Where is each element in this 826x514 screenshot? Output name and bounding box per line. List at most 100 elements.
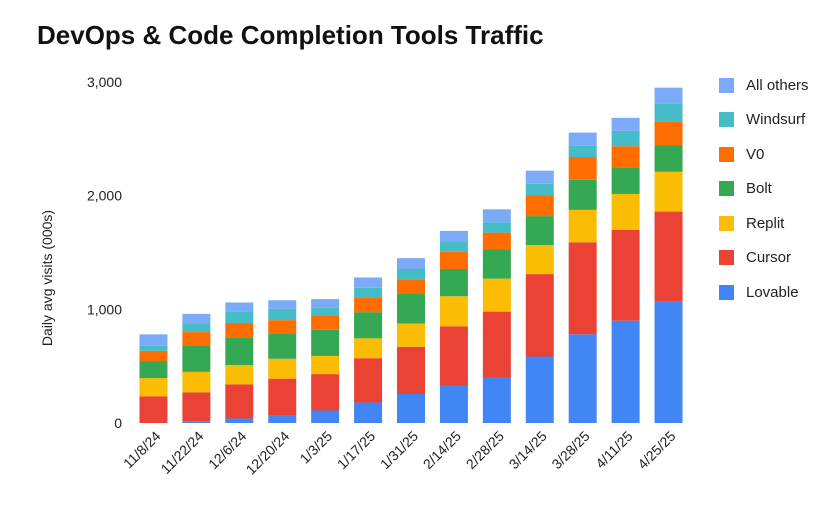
bar-segment-bolt (397, 293, 425, 324)
bar-segment-all-others (268, 300, 297, 309)
bar-segment-v0 (654, 121, 683, 146)
bar-segment-bolt (525, 216, 554, 246)
bar-segment-lovable (654, 301, 683, 423)
bar-segment-replit (525, 245, 554, 275)
bar-segment-lovable (225, 418, 254, 423)
bar-segment-windsurf (354, 287, 383, 298)
bar-segment-windsurf (611, 130, 640, 147)
bar-segment-lovable (354, 402, 383, 423)
bar-segment-replit (482, 278, 511, 312)
bar-segment-bolt (182, 345, 211, 372)
bar-segment-bolt (611, 167, 640, 194)
bar-segment-bolt (268, 333, 297, 359)
bar-segment-replit (654, 171, 683, 212)
legend-swatch (719, 112, 734, 128)
y-tick-label: 0 (114, 415, 122, 431)
bar-segment-replit (354, 338, 383, 359)
legend-label: Windsurf (746, 111, 806, 129)
legend-swatch (719, 181, 734, 197)
legend-item-all-others: All others (719, 68, 826, 103)
bar-segment-windsurf (311, 307, 340, 316)
legend-item-cursor: Cursor (719, 241, 826, 276)
bar-segment-bolt (654, 145, 683, 172)
bar-segment-cursor (311, 374, 340, 411)
x-tick-label: 4/25/25 (634, 428, 678, 472)
bar-segment-lovable (397, 394, 425, 423)
bar-segment-windsurf (525, 183, 554, 196)
bar-segment-replit (311, 355, 340, 375)
x-tick-label: 11/22/24 (157, 428, 206, 477)
legend-item-replit: Replit (719, 206, 826, 241)
bar-segment-v0 (311, 315, 340, 330)
bar-segment-lovable (182, 421, 211, 423)
bar-segment-v0 (268, 320, 297, 334)
bar-segment-all-others (611, 117, 640, 131)
y-axis-label: Daily avg visits (000s) (39, 210, 55, 346)
bar-segment-cursor (568, 242, 597, 335)
bar-segment-lovable (568, 334, 597, 423)
bar-segment-windsurf (482, 222, 511, 233)
bar-segment-cursor (397, 346, 425, 395)
bar-segment-all-others (139, 334, 168, 346)
bar-segment-cursor (225, 384, 254, 419)
bar-segment-cursor (439, 326, 468, 386)
bar-segment-v0 (354, 297, 383, 313)
bar-segment-windsurf (654, 103, 683, 122)
bar-segment-cursor (482, 311, 511, 378)
legend-item-windsurf: Windsurf (719, 103, 826, 138)
bars-group (139, 87, 683, 423)
bar-segment-lovable (439, 385, 468, 423)
legend-swatch (719, 77, 734, 93)
bar-segment-lovable (525, 356, 554, 423)
bar-segment-lovable (268, 415, 297, 423)
bar-segment-replit (139, 378, 168, 397)
x-tick-label: 4/11/25 (592, 428, 636, 472)
bar-segment-all-others (225, 302, 254, 312)
bar-segment-all-others (397, 258, 425, 269)
legend-label: All others (746, 76, 809, 94)
bar-segment-cursor (139, 396, 168, 423)
bar-segment-v0 (397, 279, 425, 294)
bar-segment-bolt (439, 268, 468, 297)
bar-segment-cursor (182, 392, 211, 422)
bar-segment-bolt (354, 312, 383, 339)
bar-segment-v0 (139, 350, 168, 362)
x-tick-label: 3/28/25 (548, 428, 592, 472)
bar-segment-bolt (139, 361, 168, 379)
bar-segment-cursor (525, 274, 554, 357)
bar-segment-windsurf (439, 241, 468, 252)
bar-segment-replit (439, 296, 468, 327)
bar-segment-lovable (311, 410, 340, 423)
bar-segment-v0 (482, 232, 511, 250)
x-tick-label: 3/14/25 (506, 428, 550, 472)
legend-label: V0 (746, 145, 765, 163)
y-tick-label: 1,000 (87, 301, 122, 317)
x-tick-label: 2/28/25 (463, 428, 507, 472)
legend-label: Bolt (746, 180, 772, 198)
bar-segment-windsurf (182, 323, 211, 333)
bar-segment-v0 (182, 332, 211, 346)
legend-item-v0: V0 (719, 137, 826, 172)
bar-segment-windsurf (268, 308, 297, 321)
x-tick-label: 1/3/25 (296, 428, 335, 467)
bar-segment-v0 (525, 195, 554, 217)
bar-segment-bolt (568, 179, 597, 210)
bar-segment-v0 (225, 322, 254, 338)
legend-swatch (719, 284, 734, 300)
x-tick-label: 1/17/25 (334, 428, 378, 472)
bar-segment-windsurf (139, 345, 168, 351)
y-tick-label: 3,000 (87, 74, 122, 90)
bar-segment-all-others (354, 277, 383, 288)
legend-swatch (719, 215, 734, 231)
bar-segment-all-others (439, 230, 468, 242)
bar-segment-v0 (568, 157, 597, 180)
bar-segment-bolt (311, 329, 340, 356)
bar-segment-windsurf (397, 268, 425, 280)
legend-label: Lovable (746, 283, 799, 301)
bar-segment-all-others (482, 209, 511, 223)
chart-title: DevOps & Code Completion Tools Traffic (37, 20, 544, 50)
bar-segment-replit (611, 193, 640, 230)
bar-segment-v0 (611, 146, 640, 168)
bar-segment-cursor (611, 229, 640, 321)
